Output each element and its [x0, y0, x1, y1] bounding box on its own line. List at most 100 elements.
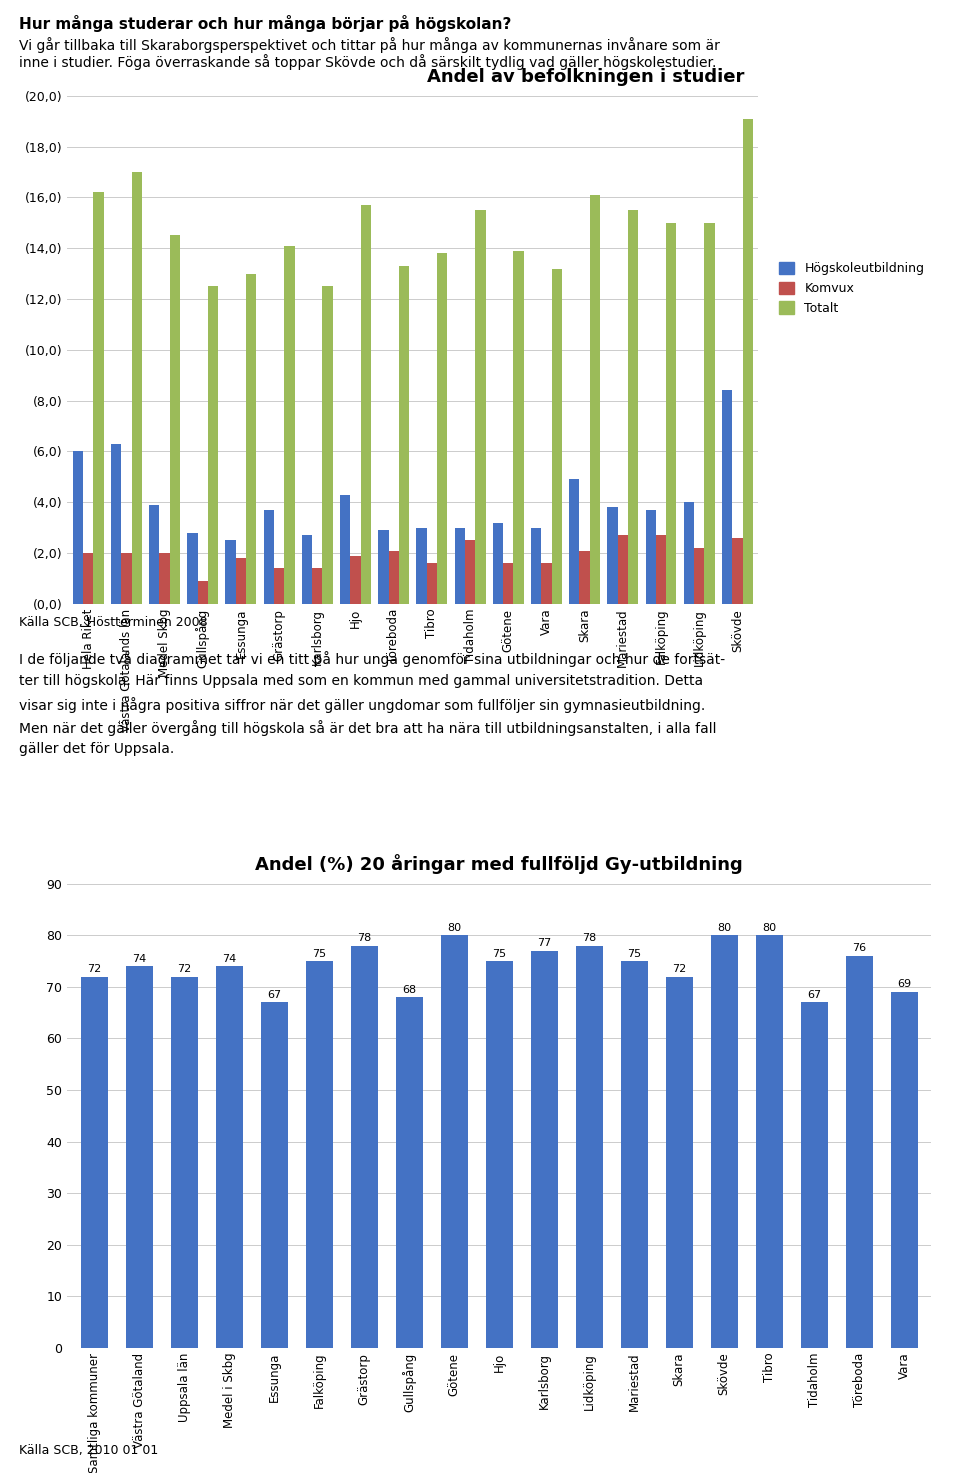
Bar — [350, 555, 361, 604]
Bar — [475, 211, 486, 604]
Title: Andel av befolkningen i studier: Andel av befolkningen i studier — [427, 68, 744, 85]
Text: 78: 78 — [357, 932, 372, 943]
Bar — [284, 246, 295, 604]
Text: 80: 80 — [717, 922, 732, 932]
Bar — [576, 946, 603, 1348]
Bar — [684, 502, 694, 604]
Bar — [132, 172, 142, 604]
Bar — [81, 977, 108, 1348]
Bar — [514, 250, 524, 604]
Bar — [149, 505, 159, 604]
Bar — [756, 935, 782, 1348]
Bar — [312, 569, 323, 604]
Bar — [705, 222, 714, 604]
Text: 75: 75 — [627, 949, 641, 959]
Bar — [264, 510, 274, 604]
Bar — [742, 119, 753, 604]
Bar — [552, 268, 562, 604]
Bar — [389, 551, 398, 604]
Bar — [531, 952, 558, 1348]
Bar — [236, 558, 246, 604]
Text: gäller det för Uppsala.: gäller det för Uppsala. — [19, 742, 175, 757]
Bar — [417, 527, 427, 604]
Bar — [427, 563, 437, 604]
Text: 75: 75 — [312, 949, 326, 959]
Bar — [396, 997, 422, 1348]
Bar — [398, 267, 409, 604]
Bar — [569, 479, 580, 604]
Text: 80: 80 — [762, 922, 777, 932]
Text: 78: 78 — [582, 932, 596, 943]
Bar — [665, 977, 693, 1348]
Bar — [656, 535, 666, 604]
Bar — [126, 966, 153, 1348]
Bar — [694, 548, 705, 604]
Text: visar sig inte i några positiva siffror när det gäller ungdomar som fullföljer s: visar sig inte i några positiva siffror … — [19, 697, 706, 713]
Bar — [340, 495, 350, 604]
Bar — [73, 452, 84, 604]
Bar — [608, 507, 617, 604]
Bar — [84, 554, 93, 604]
Text: Källa SCB, 2010 01 01: Källa SCB, 2010 01 01 — [19, 1444, 158, 1457]
Bar — [246, 274, 256, 604]
Text: Hur många studerar och hur många börjar på högskolan?: Hur många studerar och hur många börjar … — [19, 15, 512, 32]
Bar — [589, 194, 600, 604]
Bar — [171, 977, 198, 1348]
Text: 77: 77 — [537, 938, 551, 949]
Bar — [732, 538, 742, 604]
Bar — [710, 935, 737, 1348]
Bar — [441, 935, 468, 1348]
Bar — [170, 236, 180, 604]
Text: ter till högskola. Här finns Uppsala med som en kommun med gammal universitetstr: ter till högskola. Här finns Uppsala med… — [19, 673, 704, 688]
Text: I de följande två diagrammet tar vi en titt på hur unga genomför sina utbildning: I de följande två diagrammet tar vi en t… — [19, 651, 726, 667]
Bar — [350, 946, 377, 1348]
Bar — [301, 535, 312, 604]
Text: Men när det gäller övergång till högskola så är det bra att ha nära till utbildn: Men när det gäller övergång till högskol… — [19, 719, 717, 735]
Bar — [121, 554, 132, 604]
Bar — [666, 222, 677, 604]
Text: 74: 74 — [132, 953, 146, 963]
Text: 67: 67 — [267, 990, 281, 1000]
Bar — [226, 541, 236, 604]
Bar — [645, 510, 656, 604]
Text: 72: 72 — [672, 963, 686, 974]
Bar — [323, 286, 333, 604]
Bar — [628, 211, 638, 604]
Bar — [216, 966, 243, 1348]
Bar — [93, 193, 104, 604]
Text: 67: 67 — [807, 990, 821, 1000]
Text: 68: 68 — [402, 984, 417, 994]
Bar — [801, 1002, 828, 1348]
Title: Andel (%) 20 åringar med fullföljd Gy-utbildning: Andel (%) 20 åringar med fullföljd Gy-ut… — [255, 854, 743, 873]
Text: 76: 76 — [852, 943, 866, 953]
Text: 72: 72 — [87, 963, 102, 974]
Bar — [891, 993, 918, 1348]
Bar — [111, 443, 121, 604]
Bar — [465, 541, 475, 604]
Bar — [492, 523, 503, 604]
Bar — [455, 527, 465, 604]
Bar — [541, 563, 552, 604]
Bar — [617, 535, 628, 604]
Bar — [580, 551, 589, 604]
Bar — [722, 390, 732, 604]
Text: 72: 72 — [177, 963, 191, 974]
Bar — [437, 253, 447, 604]
Bar — [531, 527, 541, 604]
Bar — [274, 569, 284, 604]
Bar — [159, 554, 170, 604]
Text: Vi går tillbaka till Skaraborgsperspektivet och tittar på hur många av kommunern: Vi går tillbaka till Skaraborgsperspekti… — [19, 37, 720, 53]
Bar — [361, 205, 371, 604]
Text: 74: 74 — [222, 953, 236, 963]
Bar — [503, 563, 514, 604]
Bar — [261, 1002, 288, 1348]
Text: inne i studier. Föga överraskande så toppar Skövde och då särskilt tydlig vad gä: inne i studier. Föga överraskande så top… — [19, 55, 716, 71]
Text: Källa SCB, Höstterminen 2008: Källa SCB, Höstterminen 2008 — [19, 616, 207, 629]
Bar — [305, 960, 333, 1348]
Bar — [486, 960, 513, 1348]
Text: 75: 75 — [492, 949, 506, 959]
Bar — [846, 956, 873, 1348]
Bar — [621, 960, 648, 1348]
Text: 80: 80 — [447, 922, 461, 932]
Bar — [198, 580, 208, 604]
